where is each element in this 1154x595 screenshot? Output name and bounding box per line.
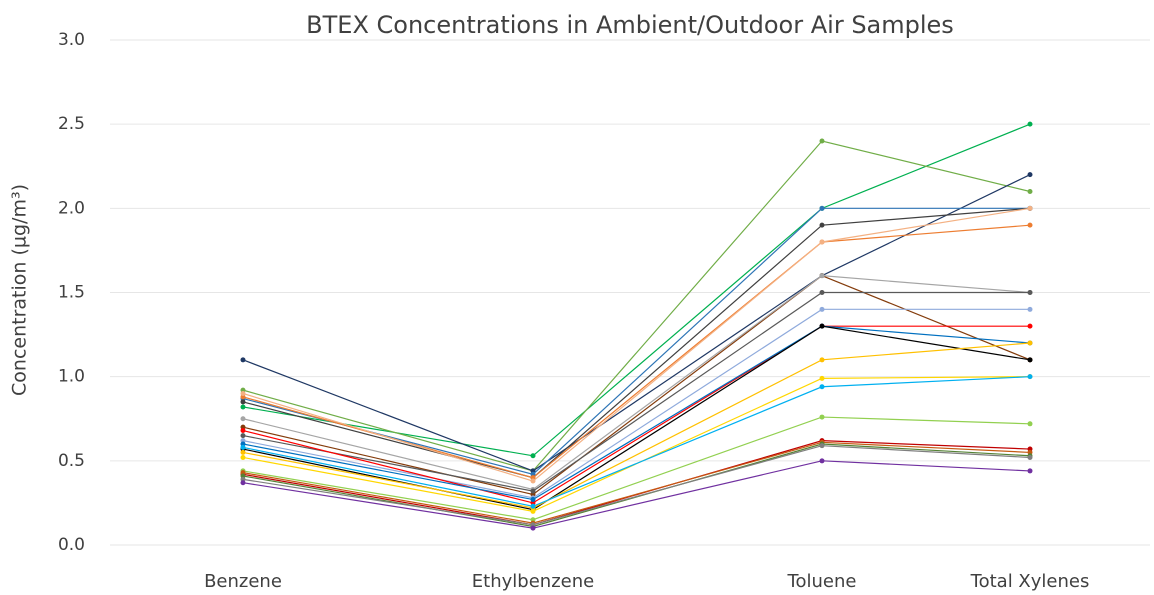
data-point <box>819 138 825 144</box>
data-point <box>240 433 246 439</box>
data-point <box>530 525 536 531</box>
data-point <box>530 453 536 459</box>
series-line <box>242 140 1031 472</box>
data-point <box>819 375 825 381</box>
series-line <box>242 441 1031 524</box>
series-line <box>242 308 1030 499</box>
data-point <box>1027 205 1033 211</box>
data-point <box>1027 121 1033 127</box>
y-tick-label: 2.0 <box>58 198 85 218</box>
series-line <box>242 207 1030 475</box>
data-point <box>240 357 246 363</box>
data-point <box>240 444 246 450</box>
data-point <box>530 508 536 514</box>
chart-title: BTEX Concentrations in Ambient/Outdoor A… <box>306 11 954 39</box>
series-line <box>242 274 1031 496</box>
data-point <box>819 205 825 211</box>
series-line <box>242 416 1031 521</box>
y-tick-label: 0.0 <box>58 535 85 555</box>
data-point <box>240 391 246 396</box>
data-point <box>1027 340 1033 346</box>
data-point <box>1027 357 1033 363</box>
x-tick-label: Toluene <box>787 571 857 592</box>
data-point <box>819 443 825 449</box>
y-tick-label: 1.5 <box>58 283 85 303</box>
data-point <box>530 488 536 494</box>
data-point <box>530 503 536 509</box>
data-point <box>819 384 825 390</box>
data-point <box>1027 454 1033 460</box>
x-tick-label: Ethylbenzene <box>472 571 594 592</box>
data-point <box>530 478 536 484</box>
data-point <box>1027 421 1033 427</box>
data-point <box>1027 306 1033 312</box>
data-point <box>1027 374 1033 380</box>
data-point <box>240 449 246 455</box>
series-line <box>242 342 1031 509</box>
data-point <box>240 428 246 434</box>
series-line <box>242 207 1031 482</box>
y-tick-label: 0.5 <box>58 451 85 471</box>
data-point <box>530 497 536 503</box>
series-line <box>242 325 1030 504</box>
data-point <box>240 404 246 410</box>
data-point <box>1027 468 1033 474</box>
data-point <box>1027 172 1033 178</box>
data-point <box>819 290 825 295</box>
x-tick-label: Total Xylenes <box>970 571 1090 592</box>
data-point <box>819 323 825 329</box>
series-line <box>242 443 1031 528</box>
data-point <box>819 273 825 279</box>
series-line <box>242 376 1031 512</box>
series-line <box>242 291 1030 492</box>
series-line <box>242 325 1031 511</box>
data-point <box>819 458 825 464</box>
series-line <box>242 207 1031 479</box>
series-line <box>242 376 1031 507</box>
data-point <box>240 399 246 405</box>
data-point <box>819 239 825 245</box>
data-point <box>1027 290 1033 295</box>
y-tick-label: 1.0 <box>58 367 85 387</box>
data-point <box>819 357 825 363</box>
data-point <box>819 222 825 228</box>
series-line <box>242 460 1031 529</box>
data-point <box>1027 222 1033 228</box>
series-line <box>242 275 1031 491</box>
data-point <box>819 306 825 312</box>
y-axis-label: Concentration (µg/m³) <box>9 184 31 396</box>
data-point <box>1027 323 1033 329</box>
series-line <box>242 445 1031 526</box>
y-tick-label: 2.5 <box>58 114 85 134</box>
data-point <box>1027 189 1033 194</box>
data-point <box>819 414 825 420</box>
data-point <box>240 454 246 460</box>
series-line <box>242 325 1031 501</box>
data-point <box>240 480 246 486</box>
data-point <box>240 416 246 422</box>
x-tick-label: Benzene <box>204 571 282 592</box>
y-tick-label: 3.0 <box>58 30 85 50</box>
series-line <box>242 123 1031 457</box>
